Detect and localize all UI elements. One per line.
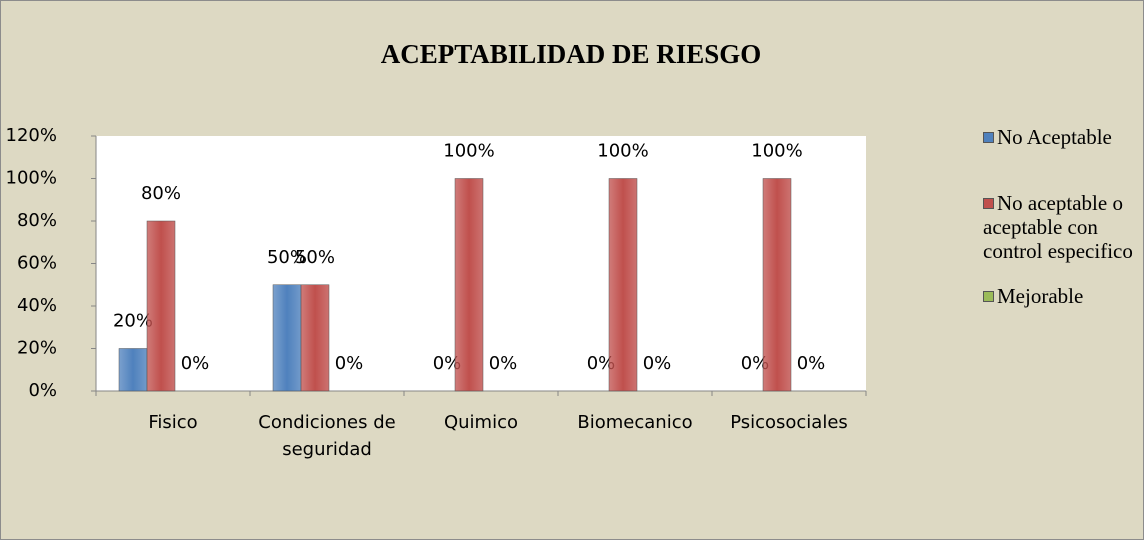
data-label: 0%: [433, 353, 462, 374]
data-label: 50%: [295, 247, 335, 268]
data-label: 100%: [751, 141, 802, 162]
legend-label: No Aceptable: [997, 125, 1112, 149]
bar: [762, 178, 792, 392]
legend-entry: No Aceptable: [983, 125, 1143, 149]
legend-entry: No aceptable o aceptable con control esp…: [983, 191, 1143, 263]
data-label: 20%: [113, 311, 153, 332]
data-label: 0%: [643, 353, 672, 374]
x-tick-label: Condiciones de seguridad: [258, 412, 396, 460]
data-label: 0%: [587, 353, 616, 374]
x-tick-label: Biomecanico: [577, 412, 693, 433]
y-tick-label: 100%: [6, 168, 57, 189]
legend-swatch: [983, 132, 994, 143]
data-label: 100%: [443, 141, 494, 162]
bar: [146, 220, 176, 392]
bar: [454, 178, 484, 392]
legend-label: No aceptable o aceptable con control esp…: [983, 191, 1133, 263]
data-label: 80%: [141, 183, 181, 204]
bar: [608, 178, 638, 392]
x-tick-label: Quimico: [443, 412, 519, 433]
y-tick-label: 80%: [17, 210, 57, 231]
y-tick-label: 40%: [17, 295, 57, 316]
y-tick-label: 120%: [6, 125, 57, 146]
x-tick-label: Fisico: [148, 412, 198, 433]
data-label: 0%: [741, 353, 770, 374]
data-label: 0%: [797, 353, 826, 374]
legend-entry: Mejorable: [983, 284, 1143, 308]
legend-swatch: [983, 291, 994, 302]
data-label: 50%: [267, 247, 307, 268]
x-tick-label: Psicosociales: [730, 412, 848, 433]
bar: [118, 348, 148, 392]
legend-swatch: [983, 198, 994, 209]
data-label: 100%: [597, 141, 648, 162]
y-tick-label: 60%: [17, 253, 57, 274]
legend-label: Mejorable: [997, 284, 1084, 308]
bar: [272, 284, 302, 392]
data-label: 0%: [489, 353, 518, 374]
chart-title: ACEPTABILIDAD DE RIESGO: [381, 39, 762, 69]
data-label: 0%: [335, 353, 364, 374]
y-tick-label: 20%: [17, 338, 57, 359]
bar: [300, 284, 330, 392]
y-tick-label: 0%: [28, 380, 57, 401]
data-label: 0%: [181, 353, 210, 374]
